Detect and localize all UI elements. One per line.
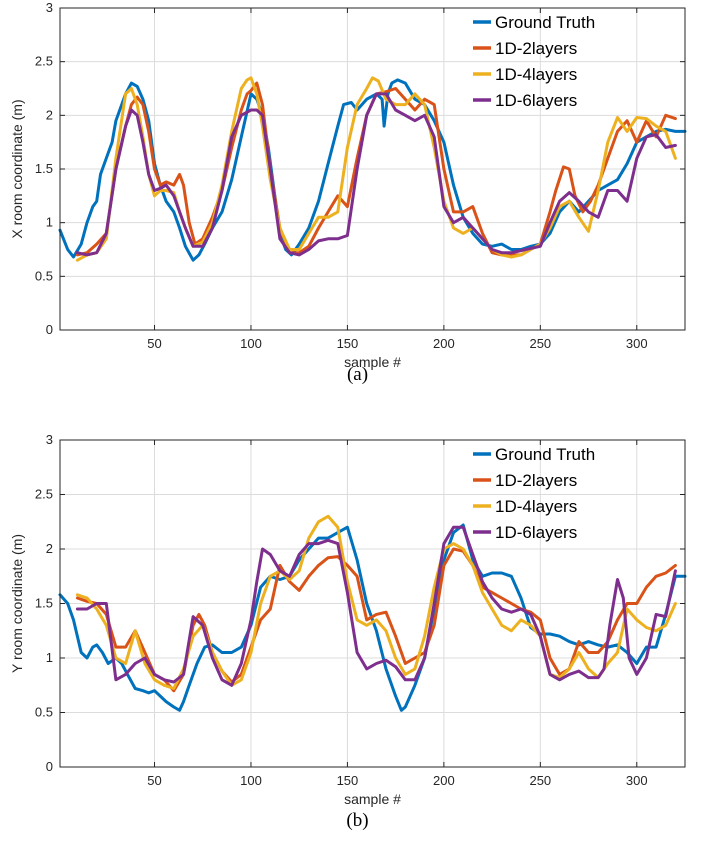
series-line-ground-truth bbox=[58, 78, 687, 262]
y-tick-label: 3 bbox=[46, 432, 53, 447]
y-tick-label: 1 bbox=[46, 650, 53, 665]
x-tick-label: 150 bbox=[337, 336, 359, 351]
x-tick-label: 300 bbox=[626, 773, 648, 788]
series-line-1d-4layers bbox=[75, 76, 677, 262]
x-tick-label: 250 bbox=[529, 336, 551, 351]
x-tick-label: 100 bbox=[240, 773, 262, 788]
y-tick-label: 0 bbox=[46, 759, 53, 774]
x-tick-label: 100 bbox=[240, 336, 262, 351]
y-tick-label: 2.5 bbox=[35, 487, 53, 502]
y-tick-label: 1.5 bbox=[35, 161, 53, 176]
y-tick-label: 0 bbox=[46, 322, 53, 337]
legend-label: Ground Truth bbox=[495, 445, 595, 464]
y-tick-label: 2.5 bbox=[35, 54, 53, 69]
legend-label: 1D-2layers bbox=[495, 39, 577, 58]
legend: Ground Truth 1D-2layers 1D-4layers 1D-6laye… bbox=[473, 445, 595, 542]
series-line-1d-6layers bbox=[75, 92, 677, 257]
legend: Ground Truth 1D-2layers 1D-4layers 1D-6laye… bbox=[473, 13, 595, 110]
y-tick-label: 2 bbox=[46, 541, 53, 556]
y-tick-label: 3 bbox=[46, 0, 53, 15]
chart-panel-b: 50 100 150 200 250 300 0 0.5 1 1.5 2 2.5 3 sample # Y … bbox=[9, 432, 687, 831]
y-axis-label: Y room coordinate (m) bbox=[9, 534, 25, 673]
legend-label: 1D-2layers bbox=[495, 471, 577, 490]
legend-label: 1D-6layers bbox=[495, 523, 577, 542]
x-tick-label: 50 bbox=[147, 773, 161, 788]
x-tick-label: 200 bbox=[433, 773, 455, 788]
legend-label: 1D-6layers bbox=[495, 91, 577, 110]
legend-label: 1D-4layers bbox=[495, 65, 577, 84]
figure-caption: (a) bbox=[347, 364, 368, 385]
y-tick-label: 0.5 bbox=[35, 268, 53, 283]
x-tick-label: 150 bbox=[337, 773, 359, 788]
y-axis-label: X room coordinate (m) bbox=[9, 99, 25, 238]
x-tick-label: 50 bbox=[147, 336, 161, 351]
series-line-1d-6layers bbox=[75, 525, 677, 687]
chart-panel-a: 50 100 150 200 250 300 0 0.5 1 1.5 2 2.5 3 sample # X … bbox=[9, 0, 687, 385]
legend-label: 1D-4layers bbox=[495, 497, 577, 516]
figure-caption: (b) bbox=[346, 810, 368, 831]
x-tick-label: 200 bbox=[433, 336, 455, 351]
legend-label: Ground Truth bbox=[495, 13, 595, 32]
x-axis-label: sample # bbox=[344, 791, 401, 807]
y-tick-label: 0.5 bbox=[35, 705, 53, 720]
x-tick-label: 300 bbox=[626, 336, 648, 351]
series-line-1d-2layers bbox=[75, 547, 677, 693]
series-line-1d-4layers bbox=[75, 514, 677, 690]
y-tick-label: 2 bbox=[46, 107, 53, 122]
y-tick-label: 1 bbox=[46, 215, 53, 230]
x-axis-label: sample # bbox=[344, 354, 401, 370]
y-tick-label: 1.5 bbox=[35, 596, 53, 611]
series-line-1d-2layers bbox=[75, 81, 677, 257]
x-tick-label: 250 bbox=[529, 773, 551, 788]
